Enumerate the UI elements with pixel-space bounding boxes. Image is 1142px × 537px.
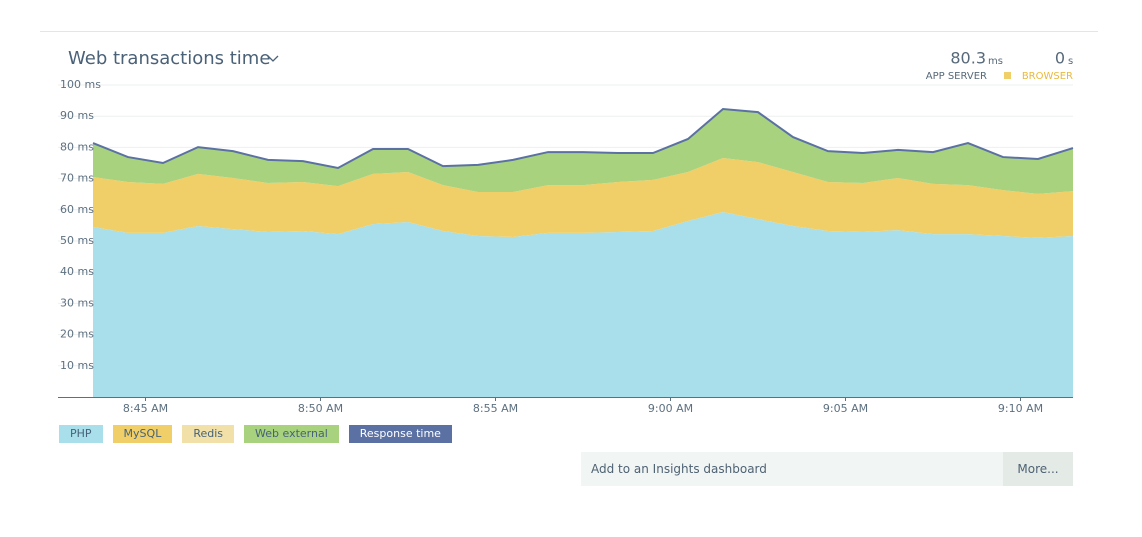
summary-label: BROWSER xyxy=(1022,71,1073,82)
y-tick-label: 60 ms xyxy=(60,203,94,216)
legend-item[interactable]: Web external xyxy=(244,425,339,443)
more-button[interactable]: More... xyxy=(1003,452,1073,486)
summary-label: APP SERVER xyxy=(926,71,987,82)
area xyxy=(93,211,1073,397)
title-chevron[interactable] xyxy=(267,55,279,62)
legend-item[interactable]: MySQL xyxy=(112,425,173,443)
y-tick-label: 40 ms xyxy=(60,265,94,278)
summary-value: 0 xyxy=(1055,49,1065,68)
summary-value: 80.3 xyxy=(950,49,986,68)
y-tick-label: 70 ms xyxy=(60,172,94,185)
y-tick-label: 30 ms xyxy=(60,296,94,309)
y-tick-label: 90 ms xyxy=(60,109,94,122)
x-tick-label: 8:55 AM xyxy=(473,402,518,415)
legend: PHP MySQL Redis Web external Response time xyxy=(59,425,452,443)
summary-unit: s xyxy=(1068,56,1073,67)
summary-unit: ms xyxy=(988,56,1003,67)
y-tick-label: 80 ms xyxy=(60,140,94,153)
plot-area: 10 ms 20 ms 30 ms 40 ms 50 ms 60 ms 70 ms 80 ms… xyxy=(58,78,1074,415)
legend-item[interactable]: PHP xyxy=(59,425,103,443)
response-time-line xyxy=(92,107,1074,170)
x-tick-label: 9:00 AM xyxy=(648,402,693,415)
x-tick-label: 9:10 AM xyxy=(998,402,1043,415)
chart-title: Web transactions time xyxy=(68,48,270,69)
browser-swatch xyxy=(1004,72,1011,79)
add-to-dashboard[interactable]: Add to an Insights dashboard xyxy=(581,452,1003,486)
y-tick-label: 50 ms xyxy=(60,234,94,247)
y-tick-label: 20 ms xyxy=(60,328,94,341)
area xyxy=(93,158,1073,238)
insights-bar: Add to an Insights dashboard More... xyxy=(581,452,1073,486)
area xyxy=(93,109,1073,194)
y-tick-label: 100 ms xyxy=(60,78,101,91)
legend-item[interactable]: Response time xyxy=(348,425,452,443)
x-tick-label: 9:05 AM xyxy=(823,402,868,415)
x-tick-label: 8:50 AM xyxy=(298,402,343,415)
x-tick-label: 8:45 AM xyxy=(123,402,168,415)
legend-item[interactable]: Redis xyxy=(182,425,235,443)
y-tick-label: 10 ms xyxy=(60,359,94,372)
